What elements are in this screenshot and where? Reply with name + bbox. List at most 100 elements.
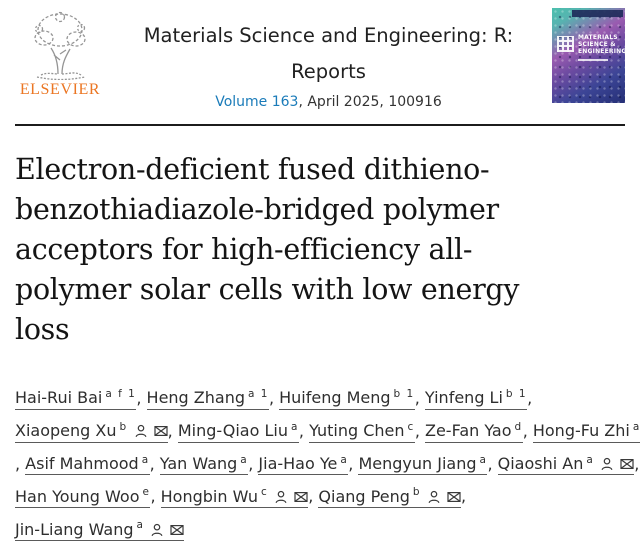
cover-texture (552, 8, 625, 103)
author-affiliation-sup: b 1 (505, 388, 528, 400)
author-separator: , (414, 388, 425, 408)
author-line: Han Young Woo e, Hongbin Wu c, Qiang Peng b… (15, 478, 625, 511)
author-list: Hai-Rui Bai a f 1, Heng Zhang a 1, Huifeng… (15, 380, 640, 544)
author-affiliation-sup: a (141, 453, 150, 466)
cover-grid-pattern (557, 36, 574, 52)
author-link[interactable]: Asif Mahmood a (25, 453, 150, 476)
journal-header: ELSEVIER Materials Science and Engineeri… (15, 8, 625, 110)
journal-title-link[interactable]: Materials Science and Engineering: R: Rep… (105, 18, 552, 90)
cover-topbar (572, 10, 623, 17)
author-affiliation-sup: a (240, 453, 249, 466)
person-icon[interactable] (427, 490, 441, 504)
volume-issue-line: Volume 163, April 2025, 100916 (105, 94, 552, 110)
author-name: Hongbin Wu (160, 486, 258, 506)
author-name: Huifeng Meng (279, 388, 391, 408)
person-icon[interactable] (134, 424, 148, 438)
author-name: Yuting Chen (309, 421, 405, 441)
author-separator: , (634, 453, 640, 473)
elsevier-logo[interactable]: ELSEVIER (15, 8, 105, 99)
author-separator: , (522, 421, 533, 441)
volume-link[interactable]: Volume 163 (215, 94, 299, 110)
author-separator: , (15, 453, 26, 473)
author-name: Ming-Qiao Liu (177, 421, 288, 441)
author-affiliation-sup: a (290, 420, 299, 433)
author-line: Hai-Rui Bai a f 1, Heng Zhang a 1, Huifeng… (15, 380, 625, 413)
article-title-line: acceptors for high-efficiency all- (15, 233, 473, 266)
author-separator: , (150, 486, 161, 506)
author-name: Jin-Liang Wang (15, 519, 134, 539)
author-separator: , (308, 486, 319, 506)
author-link[interactable]: Qiaoshi An a (497, 453, 635, 476)
author-separator: , (298, 421, 310, 441)
author-separator: , (527, 388, 533, 408)
author-separator: , (348, 453, 359, 473)
author-affiliation-sup: a (632, 420, 640, 433)
journal-title-line1: Materials Science and Engineering: R: (143, 24, 514, 47)
journal-meta: Materials Science and Engineering: R: Rep… (105, 8, 552, 110)
author-link[interactable]: Yuting Chen c (309, 421, 415, 443)
author-link[interactable]: Jin-Liang Wang a (15, 519, 185, 542)
article-title: Electron-deficient fused dithieno-benzot… (15, 150, 625, 350)
author-separator: , (268, 388, 280, 408)
cover-subline (578, 59, 608, 61)
envelope-icon[interactable] (154, 424, 168, 438)
author-affiliation-sup: b 1 (393, 388, 415, 400)
author-separator: , (487, 453, 498, 473)
author-name: Hai-Rui Bai (15, 388, 103, 408)
person-icon[interactable] (600, 457, 614, 471)
author-name: Heng Zhang (146, 388, 245, 408)
author-separator: , (167, 421, 178, 441)
envelope-icon[interactable] (294, 490, 308, 504)
author-separator: , (136, 388, 147, 408)
author-separator: , (149, 453, 160, 473)
author-affiliation-sup: b (119, 420, 128, 433)
author-link[interactable]: Jia-Hao Ye a (258, 453, 349, 476)
author-link[interactable]: Heng Zhang a 1 (146, 388, 269, 410)
author-affiliation-sup: b (412, 486, 422, 499)
article-title-line: loss (15, 313, 70, 346)
article-title-line: polymer solar cells with low energy (15, 273, 520, 306)
author-affiliation-sup: c (260, 486, 269, 499)
author-link[interactable]: Han Young Woo e (15, 486, 151, 509)
author-link[interactable]: Hai-Rui Bai a f 1 (15, 388, 137, 410)
author-name: Qiaoshi An (497, 453, 584, 473)
author-affiliation-sup: a f 1 (105, 388, 137, 400)
author-link[interactable]: Qiang Peng b (318, 486, 462, 509)
author-affiliation-sup: a (479, 453, 488, 466)
author-link[interactable]: Ming-Qiao Liu a (177, 420, 299, 443)
envelope-icon[interactable] (447, 490, 461, 504)
author-name: Hong-Fu Zhi (532, 421, 630, 441)
envelope-icon[interactable] (620, 457, 634, 471)
author-name: Han Young Woo (15, 486, 140, 506)
article-title-line: Electron-deficient fused dithieno- (15, 153, 490, 186)
elsevier-wordmark: ELSEVIER (19, 81, 101, 98)
author-link[interactable]: Yinfeng Li b 1 (424, 388, 528, 410)
person-icon[interactable] (150, 523, 164, 537)
author-line: , Asif Mahmood a, Yan Wang a, Jia-Hao Ye a,… (15, 446, 639, 479)
author-link[interactable]: Huifeng Meng b 1 (279, 388, 415, 410)
author-affiliation-sup: a (136, 519, 145, 532)
author-link[interactable]: Yan Wang a (159, 453, 249, 476)
elsevier-tree-icon (34, 11, 86, 80)
author-link[interactable]: Hongbin Wu c (160, 486, 309, 509)
author-link[interactable]: Mengyun Jiang a (358, 453, 488, 476)
author-link[interactable]: Xiaopeng Xu b (15, 421, 168, 443)
author-line: Jin-Liang Wang a (15, 511, 625, 544)
envelope-icon[interactable] (170, 523, 185, 537)
author-line: Xiaopeng Xu b, Ming-Qiao Liu a, Yuting Che… (15, 413, 640, 446)
author-affiliation-sup: d (514, 420, 523, 433)
author-name: Asif Mahmood (25, 453, 139, 473)
author-affiliation-sup: a (340, 453, 349, 466)
person-icon[interactable] (274, 490, 288, 504)
author-link[interactable]: Ze-Fan Yao d (425, 421, 523, 443)
author-name: Qiang Peng (318, 486, 410, 506)
author-separator: , (461, 486, 467, 506)
author-name: Yan Wang (159, 453, 238, 473)
author-separator: , (414, 421, 425, 441)
author-link[interactable]: Hong-Fu Zhi a (532, 420, 640, 443)
journal-title-line2: Reports (291, 60, 366, 83)
header-divider (15, 124, 625, 126)
